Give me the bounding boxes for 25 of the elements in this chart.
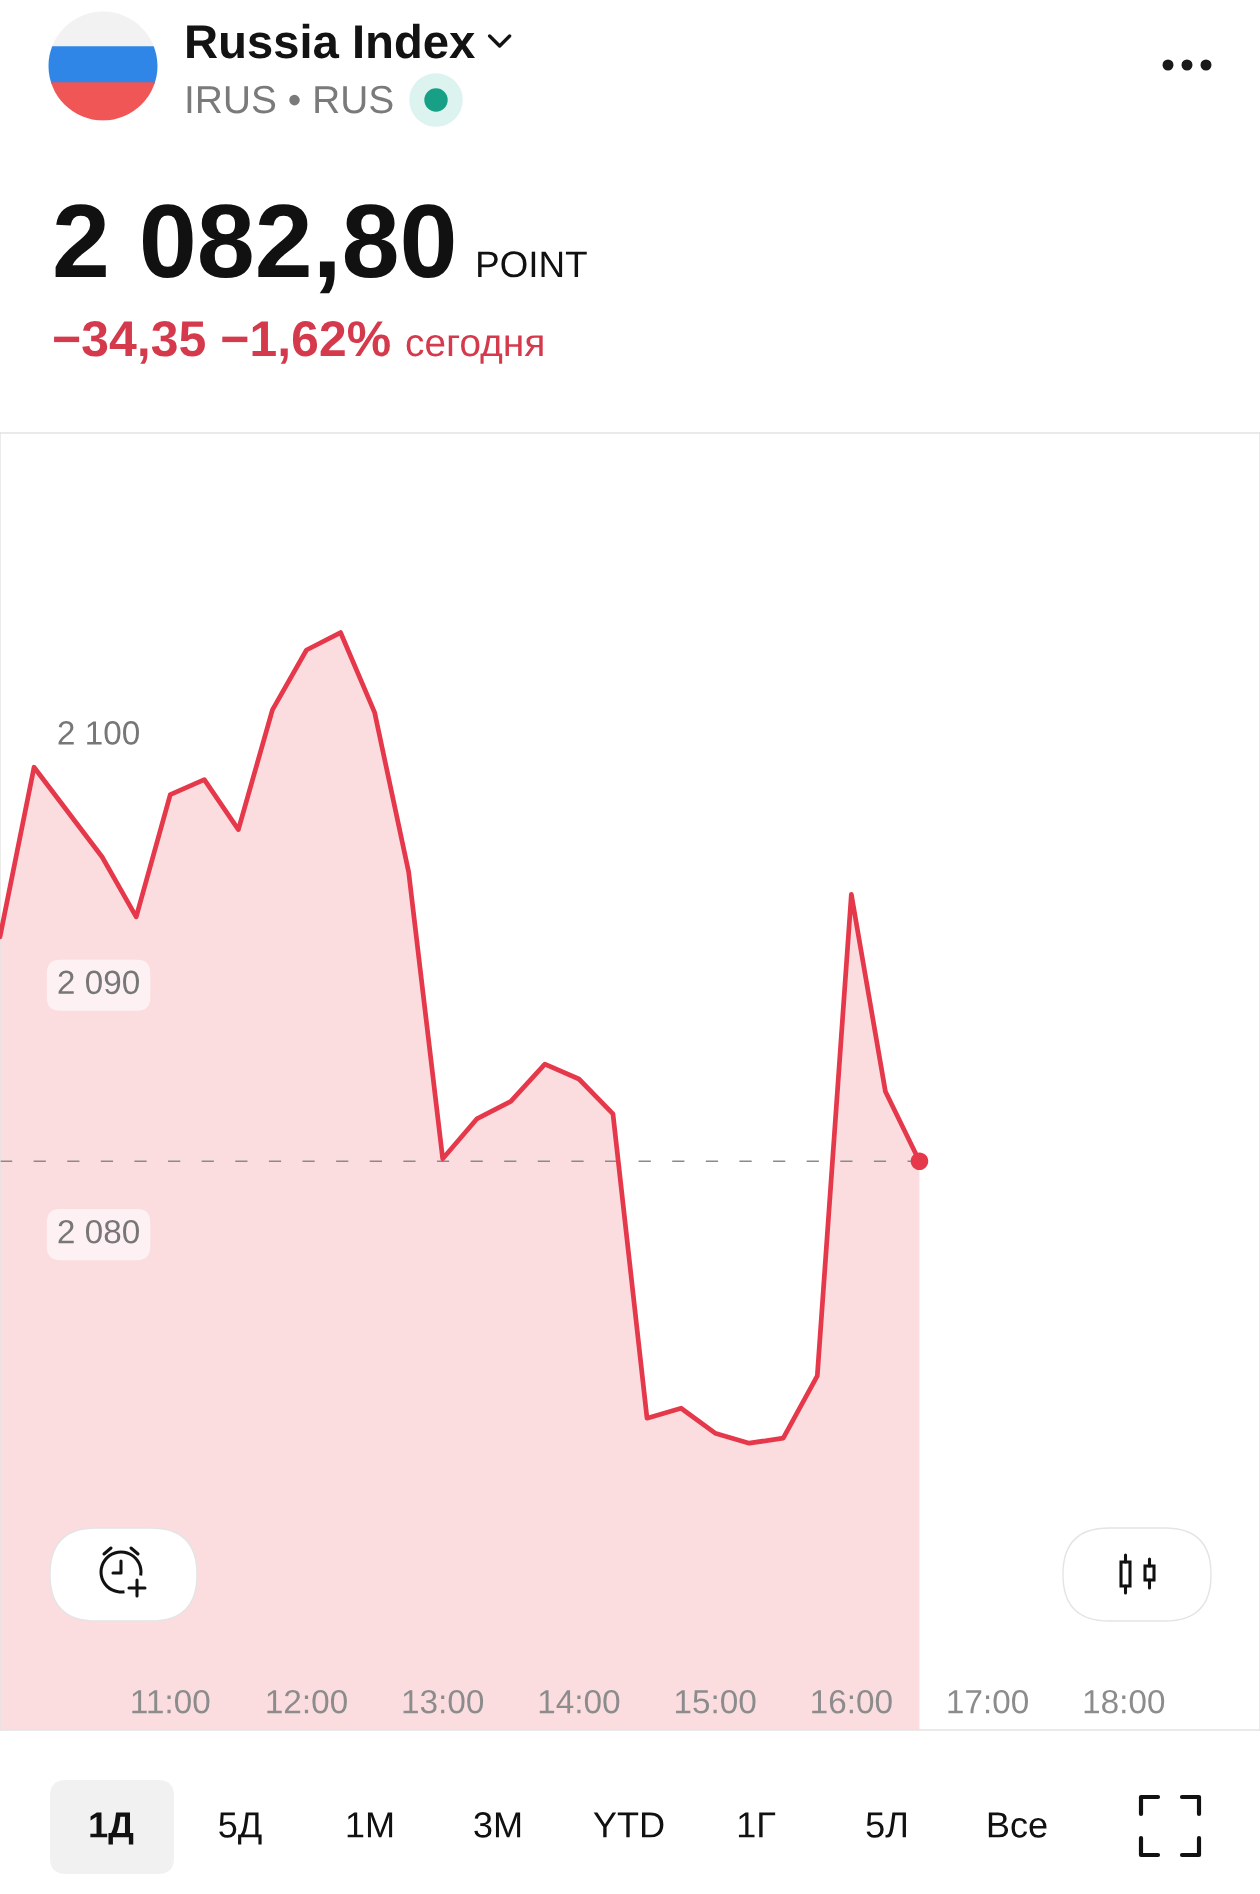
chart-title: Russia Index [187, 23, 475, 59]
x-tick-label: 14:00 [539, 1689, 620, 1714]
y-tick-label: 2 080 [58, 1219, 139, 1244]
y-tick-label: 2 090 [58, 970, 139, 995]
x-tick-label: 12:00 [267, 1689, 347, 1714]
x-tick-label: 18:00 [1084, 1689, 1165, 1714]
text: сегодня [406, 335, 543, 364]
text: 1М [347, 1812, 393, 1838]
x-tick-label: 11:00 [132, 1689, 210, 1714]
text: 5Д [219, 1812, 262, 1845]
text: 5Л [866, 1812, 906, 1838]
text: 1Д [90, 1812, 134, 1845]
text: 2 082,80 [55, 204, 454, 294]
text: 3М [474, 1812, 521, 1838]
text: Все [988, 1812, 1047, 1838]
text: 1Г [738, 1812, 776, 1838]
y-tick-label: 2 100 [58, 721, 139, 745]
text: −34,35 −1,62% [54, 321, 390, 364]
text: POINT [478, 251, 587, 278]
chart-subtitle: IRUS • RUS [187, 85, 393, 114]
x-tick-label: 17:00 [948, 1689, 1028, 1714]
x-tick-label: 15:00 [675, 1689, 756, 1714]
x-tick-label: 13:00 [403, 1689, 484, 1714]
text: YTD [593, 1812, 664, 1838]
x-tick-label: 16:00 [812, 1689, 892, 1714]
